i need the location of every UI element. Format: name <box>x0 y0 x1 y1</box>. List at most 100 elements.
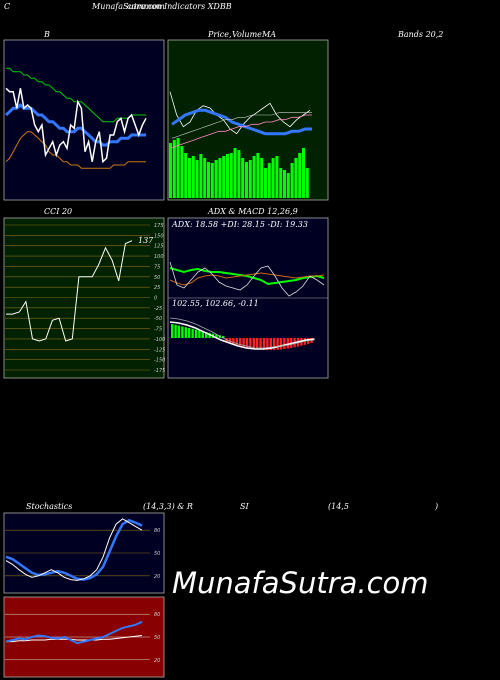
site-title: MunafaSutra.com <box>92 2 165 11</box>
rsi-tick-label: 80 <box>154 612 160 618</box>
volume-bar <box>188 158 191 198</box>
volume-bar <box>210 163 214 198</box>
volume-bar <box>199 154 203 198</box>
macd-hist-bar <box>266 338 269 350</box>
volume-bar <box>271 158 275 198</box>
cci-tick-label: -75 <box>154 327 162 333</box>
cci-tick-label: 25 <box>154 285 160 291</box>
macd-hist-bar <box>232 338 235 344</box>
stoch-d-line <box>5 518 143 581</box>
rsi-line <box>5 620 143 645</box>
macd-hist-bar <box>177 325 181 338</box>
volume-bar <box>207 162 210 198</box>
macd-hist-bar <box>171 324 174 338</box>
cci-panel <box>3 217 165 379</box>
macd-hist-bar <box>174 324 177 338</box>
stoch-tick-label: 80 <box>154 528 160 534</box>
stoch-k-line <box>5 518 143 581</box>
cci-tick-label: 0 <box>154 296 157 302</box>
stoch-title: Stochastics <box>26 502 73 511</box>
macd-line <box>169 321 315 350</box>
volume-bar <box>286 173 290 198</box>
cci-tick-label: -175 <box>154 368 165 374</box>
volume-bar <box>248 160 252 198</box>
rsi-params: (14,5 <box>328 502 349 511</box>
volume-bar <box>305 168 309 198</box>
cci-tick-label: 75 <box>154 264 160 270</box>
volume-bar <box>176 138 180 198</box>
volume-bar <box>184 153 188 198</box>
volume-bar <box>218 158 222 198</box>
volume-bar <box>241 158 245 198</box>
cci-tick-label: -125 <box>154 347 165 353</box>
price-ma-pink <box>171 114 312 149</box>
macd-hist-bar <box>201 331 204 338</box>
rsi-signal <box>6 635 143 643</box>
macd-hist-bar <box>249 338 252 348</box>
macd-hist-bar <box>276 338 279 350</box>
watermark: MunafaSutra.com <box>172 566 429 600</box>
stoch-tick-label: 50 <box>154 551 160 557</box>
volume-bar <box>298 153 302 198</box>
macd-hist-bar <box>205 332 208 338</box>
volume-bar <box>180 146 184 198</box>
price-ma-grey <box>171 112 312 139</box>
bands-title: Bands 20,2 <box>398 30 444 39</box>
macd-hist-bar <box>198 330 201 338</box>
macd-hist-bar <box>242 338 245 347</box>
cci-tick-label: 100 <box>154 254 164 260</box>
macd-hist-bar <box>215 334 218 338</box>
volume-bar <box>214 160 218 198</box>
bollinger-series-1 <box>4 102 146 147</box>
macd-hist-bar <box>188 328 191 338</box>
cci-tick-label: 125 <box>154 244 164 250</box>
volume-bar <box>233 148 237 198</box>
cci-tick-label: 150 <box>154 233 164 239</box>
adx-values: ADX: 18.58 +DI: 28.15 -DI: 19.33 <box>172 220 308 229</box>
adx-plus-di <box>169 267 325 286</box>
cci-title: CCI 20 <box>44 207 73 216</box>
bollinger-title: B <box>44 30 50 39</box>
bollinger-series-2 <box>6 67 146 123</box>
volume-bar <box>222 156 226 198</box>
volume-bar <box>279 168 283 198</box>
rsi-close: ) <box>435 502 439 511</box>
macd-hist-bar <box>228 338 232 343</box>
macd-hist-bar <box>222 336 225 338</box>
price-line <box>169 91 311 135</box>
macd-hist-bar <box>191 328 194 338</box>
rsi-tick-label: 20 <box>154 658 160 664</box>
macd-hist-bar <box>245 338 249 348</box>
macd-hist-bar <box>286 338 289 349</box>
macd-hist-bar <box>262 338 266 350</box>
volume-bar <box>169 143 172 198</box>
volume-bar <box>302 148 305 198</box>
cci-value-label: 137 <box>138 236 154 245</box>
macd-hist-bar <box>256 338 259 350</box>
volume-title: Volume <box>232 30 262 39</box>
bollinger-series-0 <box>5 87 147 164</box>
chart-subtitle: common Indicators XDBB <box>127 2 232 11</box>
volume-bar <box>290 163 294 198</box>
cci-tick-label: -150 <box>154 358 165 364</box>
cci-tick-label: 50 <box>154 275 160 281</box>
macd-hist-bar <box>235 338 238 345</box>
bollinger-series-3 <box>5 131 146 169</box>
macd-hist-bar <box>239 338 242 346</box>
macd-hist-bar <box>269 338 272 350</box>
bollinger-panel <box>3 39 165 201</box>
adx-title: ADX & MACD 12,26,9 <box>208 207 298 216</box>
stoch-params: (14,3,3) & R <box>143 502 193 511</box>
volume-bar <box>203 158 207 198</box>
rsi-tick-label: 50 <box>154 635 160 641</box>
stoch-tick-label: 20 <box>154 574 160 580</box>
volume-bar <box>237 150 241 198</box>
macd-hist-bar <box>184 327 187 338</box>
price-title: Price, <box>208 30 232 39</box>
macd-hist-bar <box>273 338 276 350</box>
macd-hist-bar <box>279 338 283 350</box>
volume-bar <box>226 154 229 198</box>
ma-title: MA <box>262 30 276 39</box>
volume-bar <box>229 153 233 198</box>
